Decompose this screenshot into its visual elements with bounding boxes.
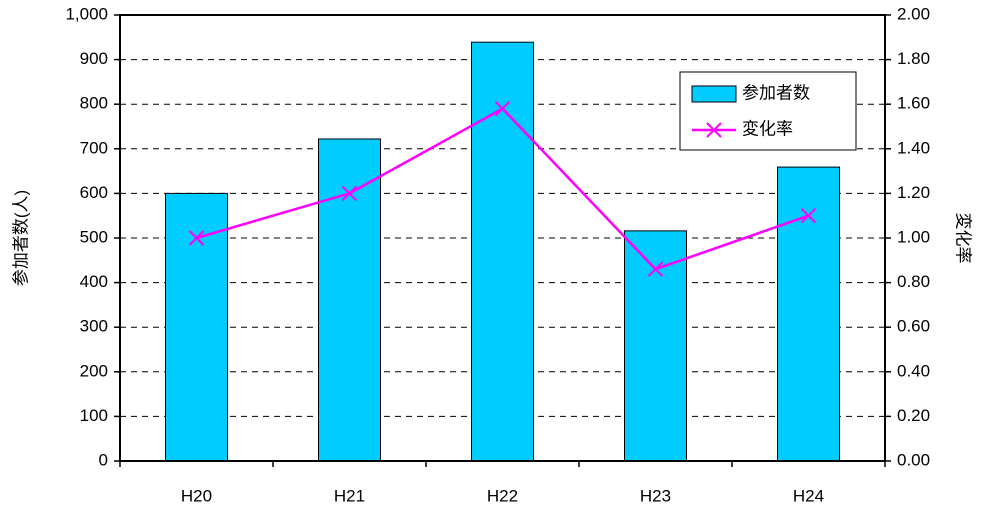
y2-tick-label: 0.60 — [897, 317, 930, 336]
x-tick-label: H24 — [793, 486, 824, 505]
y-tick-label: 100 — [80, 406, 108, 425]
marker — [647, 261, 664, 277]
marker — [188, 230, 205, 246]
bar — [777, 166, 840, 462]
marker — [341, 185, 358, 202]
y2-tick-label: 1.80 — [897, 49, 930, 68]
y2-tick-label: 0.40 — [897, 361, 930, 380]
y-tick-label: 0 — [99, 450, 108, 469]
legend-marker — [706, 122, 722, 138]
bar — [165, 192, 228, 462]
y-tick-label: 1,000 — [65, 4, 108, 23]
x-tick-label: H20 — [181, 486, 212, 505]
x-tick-label: H23 — [640, 486, 671, 505]
y-tick-label: 300 — [80, 317, 108, 336]
legend-box — [679, 71, 857, 151]
bar — [318, 138, 381, 462]
y2-axis-label: 変化率 — [954, 213, 973, 264]
x-tick-label: H22 — [487, 486, 518, 505]
y-tick-label: 900 — [80, 49, 108, 68]
y-tick-label: 700 — [80, 138, 108, 157]
y2-tick-label: 1.60 — [897, 94, 930, 113]
plot-frame — [119, 14, 886, 462]
y-axis-label: 参加者数(人) — [11, 190, 30, 286]
legend-label: 参加者数 — [742, 83, 810, 102]
legend-label: 変化率 — [742, 119, 793, 138]
y-tick-label: 600 — [80, 183, 108, 202]
y2-tick-label: 1.00 — [897, 227, 930, 246]
y-tick-label: 500 — [80, 227, 108, 246]
y2-tick-label: 2.00 — [897, 4, 930, 23]
y2-tick-label: 0.20 — [897, 406, 930, 425]
marker — [494, 100, 511, 117]
legend-swatch — [691, 85, 737, 103]
y-tick-label: 200 — [80, 361, 108, 380]
y-tick-label: 400 — [80, 272, 108, 291]
y2-tick-label: 1.40 — [897, 138, 930, 157]
y2-tick-label: 0.00 — [897, 450, 930, 469]
y-tick-label: 800 — [80, 94, 108, 113]
bar — [471, 41, 534, 462]
x-tick-label: H21 — [334, 486, 365, 505]
y2-tick-label: 0.80 — [897, 272, 930, 291]
marker — [800, 207, 817, 224]
bar — [624, 230, 687, 462]
y2-tick-label: 1.20 — [897, 183, 930, 202]
